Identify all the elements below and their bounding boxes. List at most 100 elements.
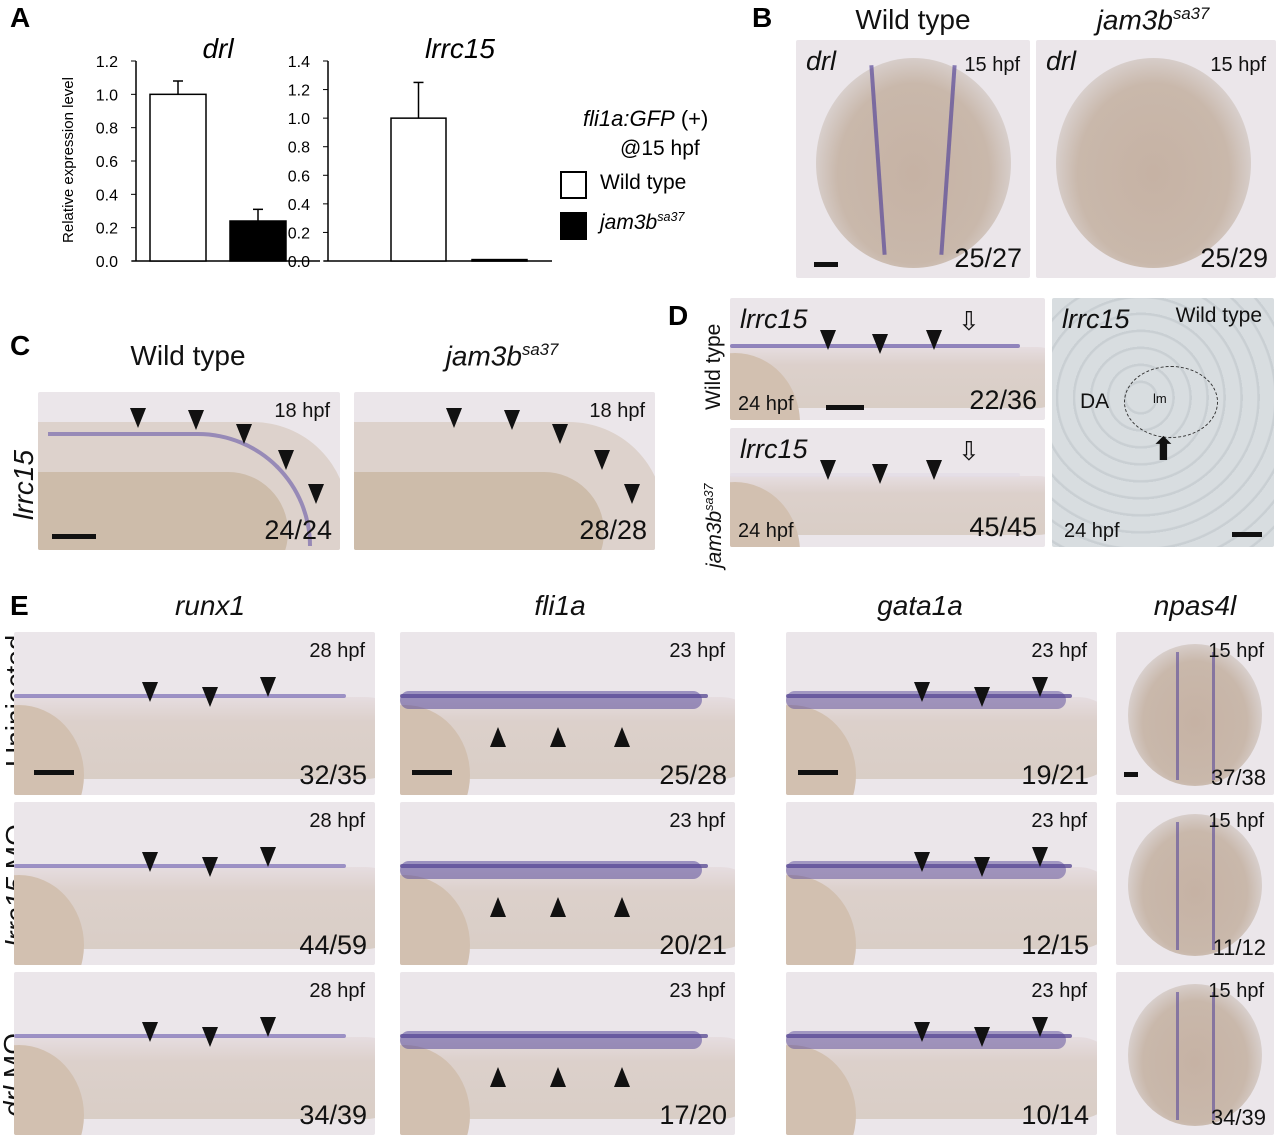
legend-swatch-wild-type (560, 171, 587, 199)
y-tick-label: 1.2 (288, 83, 310, 100)
arrowhead-icon (872, 334, 888, 354)
e-column-title-npas4l: npas4l (1153, 590, 1237, 621)
arrowhead-icon (914, 852, 930, 872)
e-column-title-fli1a: fli1a (534, 590, 586, 621)
arrowhead-icon (614, 897, 630, 917)
scale-bar (814, 262, 838, 267)
arrowhead-icon (1032, 677, 1048, 697)
count-label: 34/39 (299, 1100, 367, 1130)
time-label: 23 hpf (669, 980, 725, 1002)
arrowhead-icon (490, 727, 506, 747)
legend-line1: fli1a:GFP (583, 106, 675, 131)
b-image-0: drl 15 hpf 25/27 (796, 40, 1030, 278)
y-tick-label: 0.0 (96, 254, 118, 271)
c-title-0-text: Wild type (130, 340, 246, 371)
arrowhead-icon (820, 460, 836, 480)
stain-band (400, 690, 702, 709)
b-title-0-text: Wild type (855, 4, 971, 35)
count-label: 10/14 (1021, 1100, 1089, 1130)
scale-bar (1124, 772, 1138, 777)
black-arrow-icon: ⬆ (1150, 431, 1177, 467)
y-tick-label: 0.4 (288, 197, 310, 214)
bar-wild-type (390, 117, 447, 262)
count-label: 25/28 (659, 760, 727, 790)
stain-stripe (1212, 992, 1215, 1120)
y-tick-label: 0.4 (96, 187, 118, 204)
y-tick-label: 1.0 (96, 87, 118, 104)
b-title-1: jam3bsa37 (1097, 4, 1210, 36)
gene-label: lrrc15 (740, 434, 808, 464)
y-tick-label: 1.4 (288, 54, 310, 71)
arrowhead-icon (130, 408, 146, 428)
arrowhead-icon (504, 410, 520, 430)
arrowhead-icon (926, 460, 942, 480)
count-label: 25/27 (954, 243, 1022, 273)
arrowhead-icon (594, 450, 610, 470)
arrowhead-icon (974, 1027, 990, 1047)
count-label: 28/28 (579, 515, 647, 545)
bar-mutant (471, 258, 528, 262)
panel-label-d: D (668, 300, 689, 331)
count-label: 37/38 (1210, 765, 1266, 790)
e-image-npas4l-0: 15 hpf 37/38 (1116, 632, 1274, 795)
arrowhead-icon (490, 1067, 506, 1087)
gene-label: lrrc15 (740, 304, 808, 334)
arrowhead-icon (202, 857, 218, 877)
arrowhead-icon (624, 484, 640, 504)
c-title-1-sup: sa37 (521, 340, 559, 359)
count-label: 24/24 (264, 515, 332, 545)
c-row-label: lrrc15 (8, 449, 39, 520)
open-arrow-icon: ⇩ (958, 306, 980, 336)
arrowhead-icon (914, 682, 930, 702)
c-title-1-text: jam3b (445, 340, 522, 372)
bar-mutant (229, 220, 287, 262)
e-image-runx1-0: 28 hpf 32/35 (14, 632, 375, 795)
legend-mutant-text: jam3b (600, 211, 658, 234)
e-image-fli1a-2: 23 hpf 17/20 (400, 972, 735, 1135)
count-label: 44/59 (299, 930, 367, 960)
y-tick-label: 0.0 (288, 254, 310, 271)
arrowhead-icon (308, 484, 324, 504)
legend-title: fli1a:GFP (+) (583, 106, 708, 132)
chart-title: lrrc15 (425, 33, 495, 64)
count-label: 45/45 (969, 512, 1037, 542)
e-image-runx1-1: 28 hpf 44/59 (14, 802, 375, 965)
stain-band (400, 860, 702, 879)
time-label: 24 hpf (1064, 520, 1120, 542)
stain-stripe (1212, 652, 1215, 780)
panel-label-b: B (752, 2, 773, 33)
e-image-gata1a-1: 23 hpf 12/15 (786, 802, 1097, 965)
stain-stripe (1212, 822, 1215, 950)
d-image-1: lrrc15 24 hpf 45/45 ⇩ (730, 428, 1045, 547)
bar-charts: drl 0.0 0.2 0.4 0.6 0.8 1.0 1.2 Relative express… (60, 33, 552, 271)
y-tick-label: 0.2 (96, 221, 118, 238)
d-image-0: lrrc15 24 hpf 22/36 ⇩ (730, 298, 1045, 420)
dorsal-aorta-outline (1124, 366, 1218, 438)
legend-line1b: (+) (674, 106, 709, 131)
embryo (1056, 58, 1251, 268)
scale-bar (798, 770, 838, 775)
arrowhead-icon (236, 424, 252, 444)
open-arrow-icon: ⇩ (958, 436, 980, 466)
arrowhead-icon (614, 1067, 630, 1087)
arrowhead-icon (914, 1022, 930, 1042)
e-image-gata1a-2: 23 hpf 10/14 (786, 972, 1097, 1135)
arrowhead-icon (1032, 847, 1048, 867)
arrowhead-icon (974, 857, 990, 877)
embryo (1128, 644, 1262, 786)
y-tick-label: 1.0 (288, 111, 310, 128)
stain-vessel (14, 693, 347, 698)
count-label: 20/21 (659, 930, 727, 960)
arrowhead-icon (974, 687, 990, 707)
da-label: DA (1080, 390, 1110, 413)
arrowhead-icon (278, 450, 294, 470)
arrowhead-icon (142, 682, 158, 702)
y-tick-label: 0.6 (288, 168, 310, 185)
time-label: 28 hpf (309, 640, 365, 662)
count-label: 25/29 (1200, 243, 1268, 273)
count-label: 34/39 (1210, 1105, 1266, 1130)
stain-band (400, 1030, 702, 1049)
count-label: 22/36 (969, 385, 1037, 415)
arrowhead-icon (614, 727, 630, 747)
